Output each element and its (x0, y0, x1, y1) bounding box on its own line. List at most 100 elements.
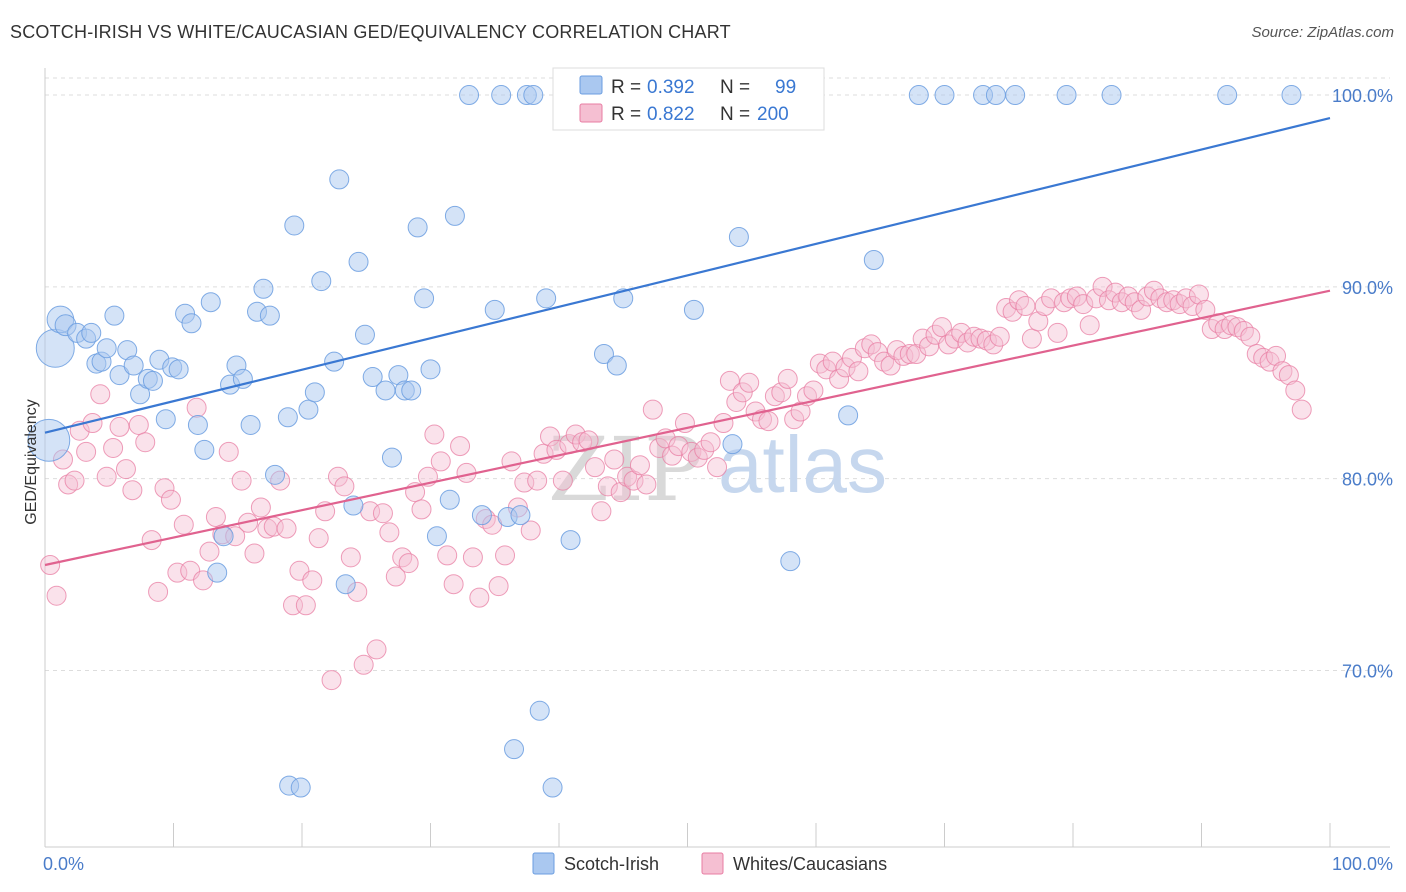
point-scotch-irish (401, 380, 422, 401)
point-whites (700, 432, 721, 453)
bottom-legend: Scotch-Irish Whites/Caucasians (532, 852, 887, 875)
point-whites (1131, 299, 1152, 320)
point-scotch-irish (510, 505, 531, 526)
point-whites (1182, 296, 1203, 317)
x-tick-labels: 0.0% 100.0% (43, 854, 1393, 874)
point-whites (96, 466, 117, 487)
point-scotch-irish (354, 324, 375, 345)
point-scotch-irish (81, 322, 102, 343)
point-scotch-irish (348, 251, 369, 272)
point-whites (1253, 347, 1274, 368)
point-scotch-irish (444, 205, 465, 226)
point-whites (1105, 282, 1126, 303)
point-whites (803, 380, 824, 401)
trend-line-whites (44, 289, 1331, 567)
point-whites (469, 587, 490, 608)
legend-r-value-1: 0.392 (647, 77, 695, 98)
point-whites (771, 382, 792, 403)
point-whites (462, 547, 483, 568)
point-whites (1188, 284, 1209, 305)
point-whites (623, 470, 644, 491)
point-whites (160, 489, 181, 510)
bottom-legend-swatch-whites (701, 852, 724, 875)
point-scotch-irish (606, 355, 627, 376)
point-whites (1137, 286, 1158, 307)
point-whites (276, 518, 297, 539)
watermark: ZIP atlas (548, 418, 887, 521)
point-whites (443, 574, 464, 595)
point-scotch-irish (335, 574, 356, 595)
point-whites (976, 330, 997, 351)
point-whites (167, 562, 188, 583)
point-whites (430, 451, 451, 472)
point-scotch-irish (728, 226, 749, 247)
point-whites (1002, 301, 1023, 322)
point-whites (629, 455, 650, 476)
point-whites (398, 553, 419, 574)
point-whites (565, 424, 586, 445)
point-scotch-irish (329, 169, 350, 190)
point-scotch-irish (529, 700, 550, 721)
point-scotch-irish (142, 370, 163, 391)
point-scotch-irish (284, 215, 305, 236)
point-whites (1028, 311, 1049, 332)
point-whites (1150, 288, 1171, 309)
point-whites (148, 581, 169, 602)
point-scotch-irish (722, 434, 743, 455)
point-whites (302, 570, 323, 591)
point-whites (1021, 328, 1042, 349)
point-scotch-irish (213, 526, 234, 547)
point-whites (829, 368, 850, 389)
point-whites (135, 432, 156, 453)
point-scotch-irish (484, 299, 505, 320)
point-whites (854, 338, 875, 359)
point-scotch-irish (934, 85, 955, 106)
legend-r-label-1: R = (611, 77, 641, 98)
legend-r-value-2: 0.822 (647, 104, 695, 125)
point-scotch-irish (381, 447, 402, 468)
point-whites (1195, 299, 1216, 320)
point-whites (501, 451, 522, 472)
point-scotch-irish (253, 278, 274, 299)
point-whites (218, 441, 239, 462)
point-scotch-irish (491, 85, 512, 106)
point-whites (726, 391, 747, 412)
point-whites (46, 585, 67, 606)
watermark-atlas: atlas (718, 420, 887, 509)
point-whites (848, 361, 869, 382)
point-whites (687, 447, 708, 468)
point-whites (912, 328, 933, 349)
point-whites (552, 470, 573, 491)
point-whites (366, 639, 387, 660)
point-whites (154, 478, 175, 499)
point-whites (205, 507, 226, 528)
legend-n-label-2: N = (720, 104, 750, 125)
bottom-legend-scotch-irish: Scotch-Irish (564, 854, 659, 874)
point-whites (295, 595, 316, 616)
legend-swatch-whites (579, 103, 603, 123)
point-whites (1015, 296, 1036, 317)
point-whites (372, 503, 393, 524)
point-whites (1285, 380, 1306, 401)
point-whites (822, 351, 843, 372)
point-whites (874, 351, 895, 372)
point-scotch-irish (985, 85, 1006, 106)
point-whites (128, 414, 149, 435)
legend-n-value-2: 200 (757, 104, 789, 125)
bottom-legend-whites: Whites/Caucasians (733, 854, 887, 874)
y-tick-labels: 70.0% 80.0% 90.0% 100.0% (1332, 86, 1393, 681)
point-scotch-irish (780, 551, 801, 572)
y-tick-label: 90.0% (1342, 278, 1393, 298)
x-tick-label-max: 100.0% (1332, 854, 1393, 874)
point-scotch-irish (187, 414, 208, 435)
point-whites (790, 401, 811, 422)
point-whites (321, 670, 342, 691)
point-whites (527, 470, 548, 491)
point-scotch-irish (200, 292, 221, 313)
point-scotch-irish (362, 367, 383, 388)
point-whites (899, 343, 920, 364)
point-whites (186, 397, 207, 418)
point-scotch-irish (420, 359, 441, 380)
point-whites (122, 480, 143, 501)
point-scotch-irish (123, 355, 144, 376)
